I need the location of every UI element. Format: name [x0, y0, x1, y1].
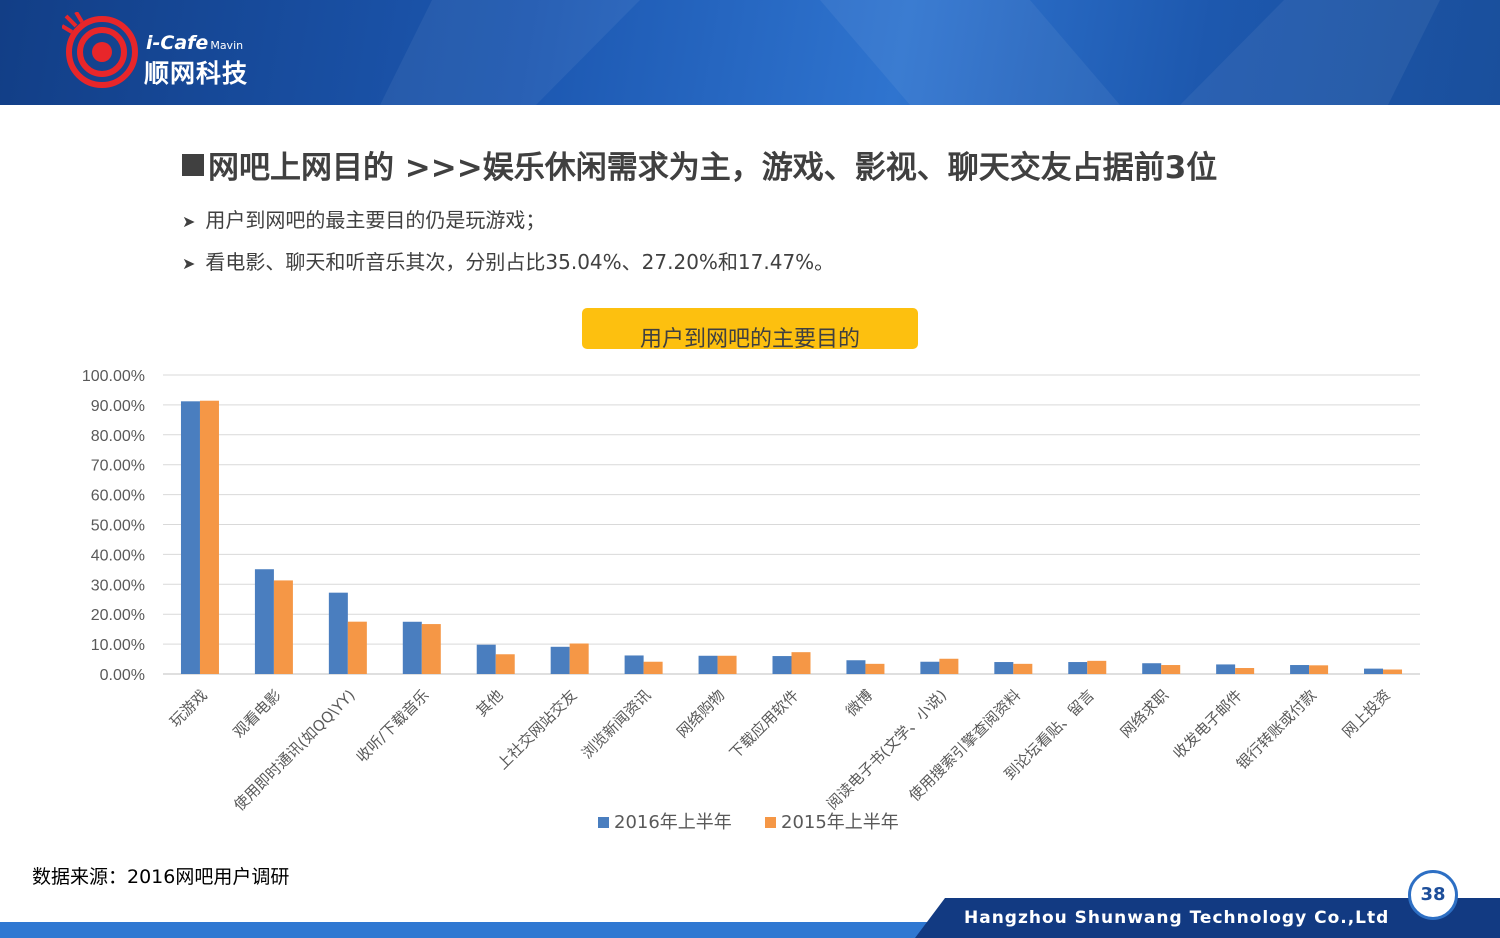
- legend-label: 2016年上半年: [614, 812, 732, 833]
- company-name: Hangzhou Shunwang Technology Co.,Ltd: [964, 908, 1390, 928]
- y-tick-label: 60.00%: [91, 488, 145, 505]
- data-source: 数据来源：2016网吧用户调研: [32, 866, 290, 888]
- x-tick-label: 浏览新闻资讯: [578, 686, 654, 762]
- bar: [939, 658, 959, 674]
- y-tick-label: 40.00%: [91, 547, 145, 564]
- bar: [1087, 660, 1107, 674]
- y-tick-label: 20.00%: [91, 607, 145, 624]
- bar: [199, 400, 219, 674]
- company-logo: i-Cafe Mavin 顺网科技: [60, 10, 302, 92]
- bar: [328, 592, 348, 674]
- bar: [1309, 665, 1329, 674]
- x-tick-label: 下载应用软件: [726, 686, 802, 762]
- x-tick-label: 阅读电子书(文学、小说): [823, 686, 950, 813]
- bar: [273, 580, 293, 674]
- bar: [550, 646, 570, 674]
- x-tick-label: 网络购物: [673, 686, 728, 741]
- bar: [1235, 668, 1255, 674]
- page-title-text: 网吧上网目的 >>>娱乐休闲需求为主，游戏、影视、聊天交友占据前3位: [208, 150, 1218, 186]
- bar: [1364, 668, 1384, 674]
- legend-swatch: [765, 817, 776, 828]
- bar-chart: 0.00% 10.00% 20.00% 30.00% 40.00% 50.00% 60.00…: [82, 368, 1420, 833]
- page-title: 网吧上网目的 >>>娱乐休闲需求为主，游戏、影视、聊天交友占据前3位: [182, 142, 1217, 187]
- y-tick-label: 50.00%: [91, 518, 145, 535]
- legend-label: 2015年上半年: [781, 812, 899, 833]
- chart-title: 用户到网吧的主要目的: [639, 327, 860, 352]
- bullet-arrow-icon: ➤: [182, 212, 196, 231]
- bar: [865, 663, 885, 674]
- y-tick-label: 80.00%: [91, 428, 145, 445]
- y-tick-label: 70.00%: [91, 458, 145, 475]
- header-band: i-Cafe Mavin 顺网科技: [0, 0, 1500, 105]
- bar: [920, 661, 940, 674]
- bar: [402, 621, 422, 674]
- bullet-1: ➤ 用户到网吧的最主要目的仍是玩游戏；: [182, 204, 545, 233]
- bar: [1068, 662, 1088, 674]
- x-tick-label: 使用即时通讯(如QQ\YY): [230, 686, 358, 814]
- y-tick-label: 100.00%: [82, 368, 145, 385]
- chart-title-box: 用户到网吧的主要目的: [582, 308, 918, 352]
- x-tick-label: 玩游戏: [166, 686, 211, 731]
- y-tick-label: 0.00%: [100, 667, 145, 684]
- bullet-1-text: 用户到网吧的最主要目的仍是玩游戏；: [205, 208, 546, 232]
- x-tick-label: 银行转账或付款: [1233, 686, 1320, 773]
- x-tick-label: 微博: [842, 686, 876, 720]
- bar: [698, 655, 718, 674]
- bar: [1013, 663, 1033, 674]
- bar: [717, 655, 737, 674]
- bar: [569, 643, 589, 674]
- y-tick-label: 10.00%: [91, 637, 145, 654]
- logo-cn-name: 顺网科技: [144, 59, 249, 88]
- page-number: 38: [1408, 870, 1458, 920]
- bar: [994, 662, 1014, 674]
- bar: [846, 660, 866, 674]
- bullet-2-text: 看电影、聊天和听音乐其次，分别占比35.04%、27.20%和17.47%。: [205, 250, 835, 274]
- footer-band: Hangzhou Shunwang Technology Co.,Ltd: [0, 890, 1500, 938]
- bar: [495, 654, 515, 674]
- bar: [1290, 665, 1310, 674]
- bar: [772, 656, 792, 674]
- y-tick-label: 90.00%: [91, 398, 145, 415]
- bullet-2: ➤ 看电影、聊天和听音乐其次，分别占比35.04%、27.20%和17.47%。: [182, 246, 834, 275]
- x-tick-label: 网络求职: [1117, 686, 1172, 741]
- bar: [180, 401, 200, 674]
- x-tick-label: 上社交网站交友: [494, 686, 581, 773]
- legend-swatch: [598, 817, 609, 828]
- logo-brand: i-Cafe Mavin: [146, 32, 244, 54]
- bar: [1216, 664, 1236, 674]
- x-tick-label: 收听/下载音乐: [353, 686, 433, 766]
- bar: [347, 621, 367, 674]
- bar: [791, 652, 811, 674]
- y-tick-label: 30.00%: [91, 577, 145, 594]
- bar: [643, 661, 663, 674]
- bar: [1142, 663, 1162, 674]
- bar: [421, 624, 441, 674]
- logo-target-icon: [60, 10, 138, 88]
- x-tick-label: 收发电子邮件: [1170, 686, 1246, 762]
- bar: [254, 569, 274, 674]
- x-tick-label: 网上投资: [1339, 686, 1394, 741]
- bar: [476, 644, 496, 674]
- title-square-icon: [182, 154, 204, 176]
- bullet-arrow-icon: ➤: [182, 254, 196, 273]
- bar: [1161, 665, 1181, 674]
- x-tick-label: 观看电影: [230, 686, 285, 741]
- x-tick-label: 其他: [473, 686, 507, 720]
- bar: [624, 655, 644, 674]
- bar: [1383, 669, 1403, 674]
